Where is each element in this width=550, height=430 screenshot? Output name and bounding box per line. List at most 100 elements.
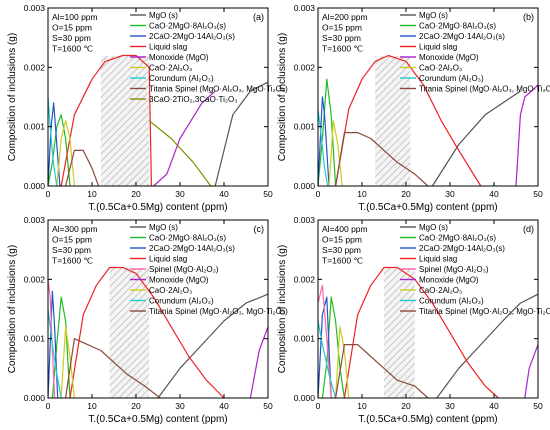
- y-tick-label: 0.003: [294, 215, 316, 225]
- hatched-region: [100, 56, 150, 186]
- condition-text: Al=100 ppm: [52, 12, 98, 22]
- series-line-5: [317, 284, 332, 399]
- x-tick-label: 10: [357, 401, 367, 411]
- chart-panel-2: 0 10 20 30 40 50 0.000 0.001 0.002 0.003 T.(0.5Ca+…: [277, 3, 550, 213]
- x-tick-label: 30: [445, 401, 455, 411]
- x-tick-label: 20: [401, 189, 411, 199]
- x-tick-label: 40: [489, 401, 499, 411]
- condition-text: O=15 ppm: [52, 23, 92, 33]
- y-tick-label: 0.002: [24, 274, 46, 284]
- series-line-1: [436, 293, 539, 399]
- x-tick-label: 0: [46, 189, 51, 199]
- legend-entry: CaO·2MgO·8Al₂O₃(s): [149, 234, 226, 243]
- series-line-7: [47, 96, 58, 187]
- x-tick-label: 20: [131, 401, 141, 411]
- legend-entry: Corundum (Al₂O₃): [149, 74, 214, 83]
- y-axis-label: Composition of inclusions (g): [277, 33, 288, 161]
- legend-entry: Titania Spinel (MgO·Al₂O₃, MgO·Ti₂O₃): [419, 85, 550, 94]
- legend-entry: CaO·2MgO·8Al₂O₃(s): [149, 22, 226, 31]
- x-tick-label: 0: [316, 189, 321, 199]
- legend-entry: Monoxide (MgO): [419, 53, 479, 62]
- x-tick-label: 40: [219, 401, 229, 411]
- series-line-6: [328, 120, 343, 187]
- x-tick-label: 0: [316, 401, 321, 411]
- legend-entry: Monoxide (MgO): [149, 53, 209, 62]
- x-tick-label: 30: [175, 189, 185, 199]
- y-tick-label: 0.002: [294, 274, 316, 284]
- series-line-2: [47, 114, 71, 187]
- x-tick-label: 30: [445, 189, 455, 199]
- series-line-5: [153, 90, 216, 187]
- legend-entry: Spinel (MgO·Al₂O₃): [149, 265, 219, 274]
- chart-panel-1: 0 10 20 30 40 50 0.000 0.001 0.002 0.003 T.(0.5Ca+…: [7, 3, 288, 213]
- x-tick-label: 40: [219, 189, 229, 199]
- legend-entry: MgO (s): [419, 11, 448, 20]
- condition-text: O=15 ppm: [52, 235, 92, 245]
- legend-entry: Monoxide (MgO): [419, 276, 479, 285]
- legend-entry: Titania Spinel (MgO·Al₂O₃, MgO·Ti₂O₃): [419, 307, 550, 316]
- series-line-6: [524, 344, 539, 399]
- series-line-3: [47, 290, 59, 399]
- series-line-4: [335, 54, 482, 187]
- legend-entry: CaO·2Al₂O₃: [419, 64, 462, 73]
- panel-label: (c): [254, 224, 265, 234]
- condition-text: T=1600 ℃: [52, 256, 93, 266]
- legend-entry: Titania Spinel (MgO·Al₂O₃, MgO·Ti₂O₃): [149, 307, 288, 316]
- y-tick-label: 0.000: [24, 393, 46, 403]
- x-axis-label: T.(0.5Ca+0.5Mg) content (ppm): [88, 202, 227, 213]
- x-tick-label: 50: [533, 189, 543, 199]
- plot-frame: [317, 219, 539, 399]
- y-tick-label: 0.001: [294, 122, 316, 132]
- x-tick-label: 10: [357, 189, 367, 199]
- condition-text: S=30 ppm: [52, 245, 91, 255]
- condition-text: S=30 ppm: [52, 33, 91, 43]
- series-line-4: [69, 266, 225, 399]
- series-line-6: [249, 326, 269, 399]
- series-line-9: [335, 344, 429, 399]
- condition-text: Al=200 ppm: [322, 12, 368, 22]
- series-line-1: [157, 293, 269, 399]
- plot-frame: [317, 7, 539, 187]
- x-tick-label: 20: [131, 189, 141, 199]
- series-line-8: [65, 149, 100, 187]
- legend-entry: 3CaO·2TiO₂,3CaO·Ti₂O₃: [149, 95, 237, 104]
- condition-text: T=1600 ℃: [322, 44, 363, 54]
- series-line-7: [335, 326, 350, 399]
- legend-entry: Corundum (Al₂O₃): [149, 297, 214, 306]
- legend-entry: CaO·2MgO·8Al₂O₃(s): [419, 234, 496, 243]
- plot-frame: [47, 219, 269, 399]
- y-tick-label: 0.002: [24, 62, 46, 72]
- series-line-9: [148, 120, 212, 187]
- chart-panel-3: 0 10 20 30 40 50 0.000 0.001 0.002 0.003 T.(0.5Ca+…: [7, 215, 288, 425]
- y-tick-label: 0.003: [294, 3, 316, 13]
- y-tick-label: 0.001: [24, 122, 46, 132]
- condition-text: Al=300 ppm: [52, 224, 98, 234]
- condition-text: S=30 ppm: [322, 245, 361, 255]
- condition-text: T=1600 ℃: [52, 44, 93, 54]
- panel-label: (b): [523, 12, 534, 22]
- legend-entry: CaO·2MgO·8Al₂O₃(s): [419, 22, 496, 31]
- y-tick-label: 0.001: [294, 334, 316, 344]
- series-line-9: [65, 338, 161, 399]
- legend-entry: Liquid slag: [419, 43, 457, 52]
- x-axis-label: T.(0.5Ca+0.5Mg) content (ppm): [358, 202, 497, 213]
- x-tick-label: 50: [263, 189, 273, 199]
- legend-entry: Corundum (Al₂O₃): [419, 297, 484, 306]
- legend-entry: Corundum (Al₂O₃): [419, 74, 484, 83]
- x-tick-label: 30: [175, 401, 185, 411]
- legend-entry: CaO·2Al₂O₃: [419, 286, 462, 295]
- legend-entry: Liquid slag: [149, 255, 187, 264]
- legend-entry: 2CaO·2MgO·14Al₂O₃(s): [149, 32, 235, 41]
- x-tick-label: 40: [489, 189, 499, 199]
- y-tick-label: 0.000: [294, 393, 316, 403]
- x-axis-label: T.(0.5Ca+0.5Mg) content (ppm): [358, 414, 497, 425]
- legend-entry: 2CaO·2MgO·14Al₂O₃(s): [149, 244, 235, 253]
- legend-entry: 2CaO·2MgO·14Al₂O₃(s): [419, 32, 505, 41]
- legend-entry: MgO (s): [419, 223, 448, 232]
- series-line-6: [56, 120, 75, 187]
- condition-text: S=30 ppm: [322, 33, 361, 43]
- x-tick-label: 0: [46, 401, 51, 411]
- panel-label: (d): [523, 224, 534, 234]
- x-tick-label: 10: [87, 401, 97, 411]
- legend-entry: MgO (s): [149, 223, 178, 232]
